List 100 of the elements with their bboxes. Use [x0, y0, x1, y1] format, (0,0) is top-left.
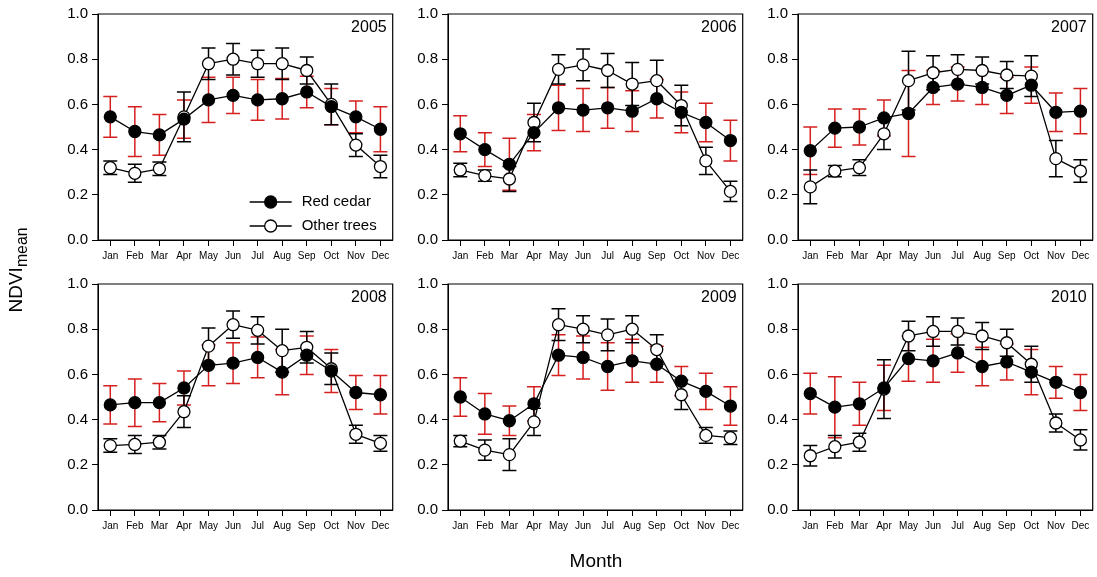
- y-tick-label: 0.4: [417, 139, 438, 157]
- y-tick-label: 0.6: [767, 94, 788, 112]
- x-tick-label: Dec: [371, 249, 390, 261]
- x-tick-label: Sep: [647, 249, 667, 261]
- x-tick-label: Mar: [500, 519, 519, 531]
- y-tick-label: 0.4: [67, 409, 88, 427]
- x-tick-label: Oct: [673, 519, 690, 531]
- x-tick-label: Dec: [1071, 249, 1090, 261]
- y-tick-label: 1.0: [67, 4, 88, 22]
- x-tick-label: May: [899, 249, 918, 261]
- x-tick-label: Dec: [721, 249, 740, 261]
- x-tick-label: Jan: [802, 519, 819, 531]
- y-tick-label: 0.6: [67, 364, 88, 382]
- x-tick-label: Jun: [575, 249, 592, 261]
- x-tick-label: Apr: [526, 519, 543, 531]
- y-tick-label: 1.0: [417, 4, 438, 22]
- x-tick-label: Jul: [601, 519, 615, 531]
- x-tick-label: Feb: [126, 249, 144, 261]
- x-tick-label: Mar: [500, 249, 519, 261]
- y-tick-label: 0.0: [417, 230, 438, 248]
- legend-label: Red cedar: [301, 192, 371, 210]
- x-tick-label: May: [199, 249, 218, 261]
- x-tick-label: Apr: [876, 519, 893, 531]
- x-tick-label: Jul: [251, 249, 265, 261]
- x-tick-label: Aug: [623, 519, 642, 531]
- x-tick-label: Jun: [225, 249, 242, 261]
- x-tick-label: Jul: [251, 519, 265, 531]
- x-tick-label: Oct: [323, 249, 340, 261]
- y-tick-label: 0.8: [67, 49, 88, 67]
- chart-title: 2010: [1051, 288, 1087, 306]
- y-tick-label: 0.2: [67, 454, 88, 472]
- y-tick-label: 0.0: [767, 230, 788, 248]
- y-tick-label: 0.8: [767, 49, 788, 67]
- x-tick-label: Oct: [1023, 249, 1040, 261]
- y-tick-label: 0.6: [417, 94, 438, 112]
- y-tick-label: 0.0: [67, 500, 88, 518]
- y-tick-label: 0.4: [417, 409, 438, 427]
- x-tick-label: Nov: [1046, 249, 1065, 261]
- x-tick-label: Sep: [647, 519, 667, 531]
- x-tick-label: Dec: [1071, 519, 1090, 531]
- x-tick-label: Apr: [526, 249, 543, 261]
- y-tick-label: 0.0: [417, 500, 438, 518]
- x-tick-label: Nov: [696, 519, 715, 531]
- x-tick-label: Jan: [102, 249, 119, 261]
- x-tick-label: Jun: [575, 519, 592, 531]
- y-tick-label: 1.0: [767, 274, 788, 292]
- x-tick-label: Oct: [323, 519, 340, 531]
- x-tick-label: Nov: [1046, 519, 1065, 531]
- x-tick-label: Jun: [225, 519, 242, 531]
- x-tick-label: Aug: [973, 249, 992, 261]
- x-tick-label: Nov: [696, 249, 715, 261]
- x-tick-label: Jun: [925, 519, 942, 531]
- x-tick-label: Sep: [997, 249, 1017, 261]
- x-tick-label: May: [199, 519, 218, 531]
- y-tick-label: 0.8: [767, 319, 788, 337]
- y-tick-label: 0.8: [417, 319, 438, 337]
- y-tick-label: 1.0: [417, 274, 438, 292]
- x-tick-label: Mar: [850, 519, 869, 531]
- y-tick-label: 0.0: [67, 230, 88, 248]
- x-tick-label: Apr: [176, 249, 193, 261]
- x-tick-label: Nov: [346, 249, 365, 261]
- x-tick-label: Mar: [150, 519, 169, 531]
- chart-title: 2009: [701, 288, 737, 306]
- x-tick-label: Jan: [452, 519, 469, 531]
- x-tick-label: Jul: [601, 249, 615, 261]
- x-tick-label: Sep: [997, 519, 1017, 531]
- x-tick-label: Jun: [925, 249, 942, 261]
- x-tick-label: Oct: [1023, 519, 1040, 531]
- x-tick-label: Aug: [273, 519, 292, 531]
- x-tick-label: Feb: [826, 519, 844, 531]
- legend-label: Other trees: [301, 216, 377, 234]
- x-tick-label: Dec: [721, 519, 740, 531]
- x-tick-label: May: [549, 249, 568, 261]
- x-tick-label: Oct: [673, 249, 690, 261]
- y-tick-label: 0.6: [67, 94, 88, 112]
- y-tick-label: 0.2: [767, 454, 788, 472]
- x-tick-label: Jul: [951, 249, 965, 261]
- x-tick-label: Sep: [297, 249, 317, 261]
- y-tick-label: 0.4: [767, 139, 788, 157]
- y-tick-label: 0.2: [417, 184, 438, 202]
- x-tick-label: Mar: [150, 249, 169, 261]
- y-tick-label: 0.4: [767, 409, 788, 427]
- y-tick-label: 1.0: [767, 4, 788, 22]
- y-tick-label: 0.4: [67, 139, 88, 157]
- x-tick-label: Mar: [850, 249, 869, 261]
- chart-title: 2007: [1051, 18, 1087, 36]
- y-tick-label: 0.0: [767, 500, 788, 518]
- x-tick-label: May: [549, 519, 568, 531]
- x-tick-label: Jan: [802, 249, 819, 261]
- x-tick-label: Feb: [476, 249, 494, 261]
- y-tick-label: 0.6: [767, 364, 788, 382]
- x-tick-label: Aug: [973, 519, 992, 531]
- x-tick-label: Jan: [452, 249, 469, 261]
- x-tick-label: Jul: [951, 519, 965, 531]
- x-tick-label: Apr: [876, 249, 893, 261]
- x-tick-label: Feb: [826, 249, 844, 261]
- x-axis-title: Month: [569, 550, 623, 572]
- y-tick-label: 0.8: [417, 49, 438, 67]
- x-tick-label: Nov: [346, 519, 365, 531]
- x-tick-label: May: [899, 519, 918, 531]
